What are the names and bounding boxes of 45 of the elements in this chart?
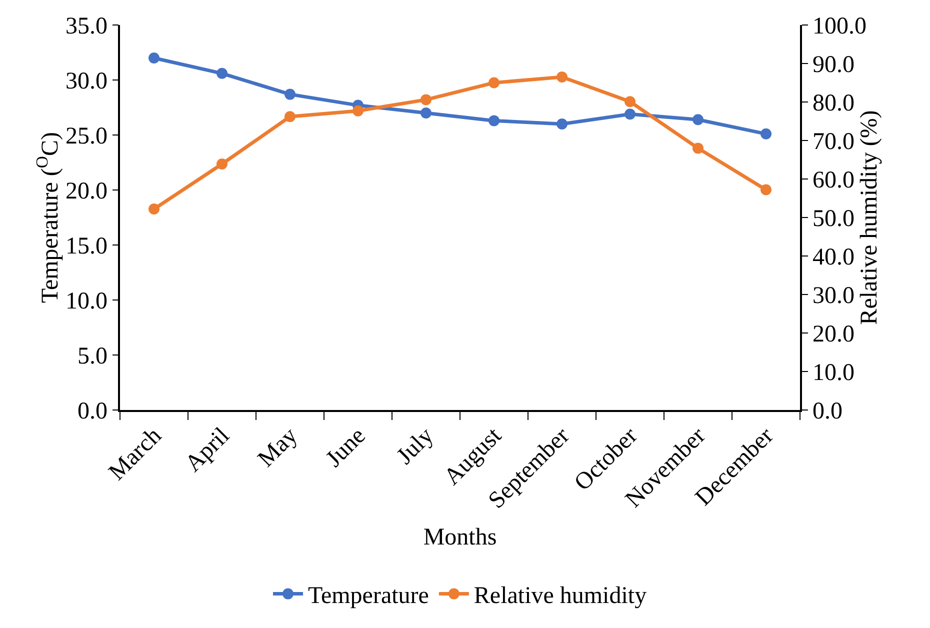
y-tick-label: 0.0: [77, 398, 108, 424]
x-tick-label: June: [321, 422, 371, 472]
y-tick-label: 25.0: [65, 123, 108, 150]
point: [624, 96, 636, 108]
y2-tick-label: 60.0: [812, 167, 855, 194]
x-axis-title: Months: [423, 524, 497, 551]
y2-tick-label: 100.0: [812, 13, 867, 40]
point: [488, 77, 500, 88]
point: [420, 94, 432, 106]
y-tick-label: 10.0: [65, 288, 108, 314]
point: [624, 108, 636, 120]
y-tick-label: 5.0: [77, 343, 108, 370]
y-tick-label: 15.0: [65, 233, 108, 260]
y2-tick-label: 50.0: [812, 206, 855, 232]
y-tick-label: 30.0: [65, 68, 108, 94]
point: [692, 114, 704, 126]
y2-tick-label: 20.0: [812, 321, 855, 348]
y-tick-label: 20.0: [65, 178, 108, 204]
point: [760, 128, 772, 140]
point: [488, 115, 500, 126]
point: [216, 68, 228, 79]
point: [216, 158, 228, 170]
y2-tick-label: 90.0: [812, 52, 855, 78]
point: [148, 52, 160, 64]
point: [284, 111, 296, 122]
y2-tick-label: 10.0: [812, 360, 855, 386]
x-tick-label: July: [392, 422, 439, 470]
point: [284, 88, 296, 100]
point: [420, 108, 432, 118]
point: [556, 118, 568, 130]
y-tick-label: 35.0: [65, 13, 108, 40]
point: [148, 204, 160, 215]
y2-tick-label: 40.0: [812, 244, 855, 270]
point: [692, 142, 704, 154]
y2-tick-label: 30.0: [812, 282, 855, 309]
point: [352, 105, 364, 116]
legend-label: Temperature: [308, 583, 429, 610]
x-tick-label: May: [253, 422, 303, 472]
legend-label: Relative humidity: [474, 583, 647, 610]
y2-tick-label: 0.0: [812, 398, 843, 424]
y2-axis-title: Relative humidity (%): [856, 110, 883, 325]
point: [556, 71, 568, 82]
y2-tick-label: 80.0: [812, 90, 855, 116]
point: [760, 184, 772, 196]
y2-tick-label: 70.0: [812, 128, 855, 155]
